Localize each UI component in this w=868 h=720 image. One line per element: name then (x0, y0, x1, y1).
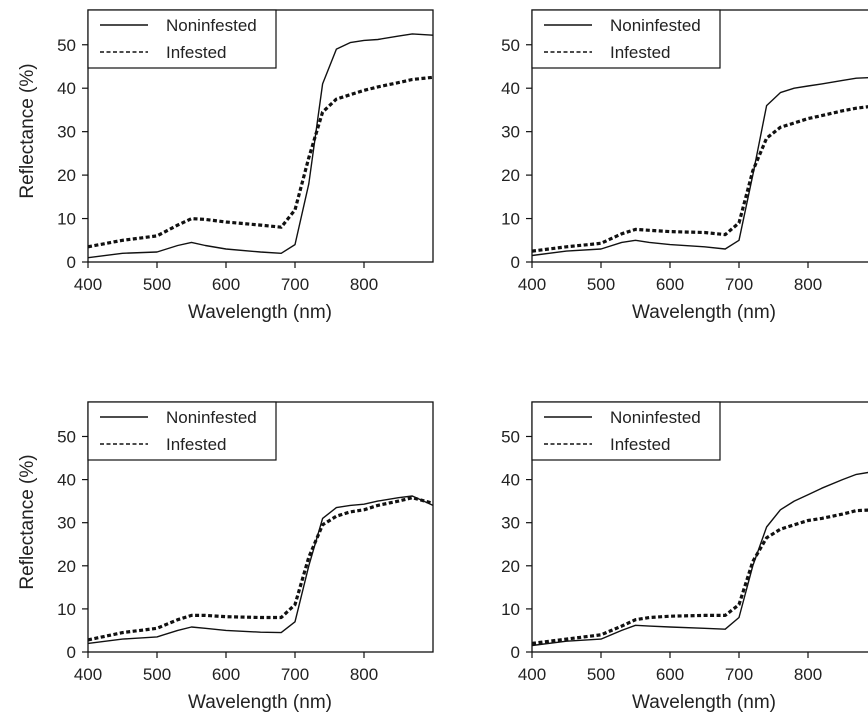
x-tick-label: 600 (212, 275, 240, 294)
y-tick-label: 20 (501, 166, 520, 185)
legend-box (531, 9, 721, 69)
x-tick-label: 500 (587, 275, 615, 294)
y-axis-label: Reflectance (%) (17, 63, 38, 198)
legend: Noninfested Infested (531, 401, 721, 461)
y-tick-label: 0 (67, 643, 76, 662)
x-tick-label: 400 (518, 665, 546, 684)
chart-panel-3: 400 500 600 700 800 0 10 20 30 40 50 Wavelength (nm… (17, 401, 434, 713)
y-tick-label: 30 (57, 514, 76, 533)
y-tick-label: 20 (57, 557, 76, 576)
series-line-noninfested (88, 495, 433, 645)
x-axis-label: Wavelength (nm) (188, 692, 332, 713)
series-line-noninfested (88, 33, 433, 259)
y-tick-label: 30 (57, 123, 76, 142)
legend: Noninfested Infested (531, 9, 721, 69)
x-tick-label: 800 (350, 665, 378, 684)
chart-panel-1: 400 500 600 700 800 0 10 20 30 40 50 Wavelength (nm… (17, 9, 434, 323)
legend-label-infested: Infested (166, 435, 227, 454)
y-tick-label: 50 (57, 36, 76, 55)
x-tick-label: 800 (794, 665, 822, 684)
series-line-noninfested (532, 76, 868, 257)
x-axis-label: Wavelength (nm) (632, 692, 776, 713)
legend-label-infested: Infested (166, 43, 227, 62)
y-tick-label: 10 (501, 600, 520, 619)
x-tick-label: 800 (350, 275, 378, 294)
y-tick-label: 40 (57, 79, 76, 98)
x-axis-label: Wavelength (nm) (188, 302, 332, 323)
y-tick-label: 40 (57, 471, 76, 490)
y-tick-label: 0 (511, 643, 520, 662)
x-tick-label: 400 (518, 275, 546, 294)
legend: Noninfested Infested (87, 401, 277, 461)
y-tick-label: 40 (501, 79, 520, 98)
x-tick-label: 600 (656, 665, 684, 684)
series-line-infested (88, 496, 433, 642)
y-tick-label: 50 (57, 427, 76, 446)
y-tick-label: 40 (501, 471, 520, 490)
series-line-infested (532, 105, 868, 253)
y-tick-label: 0 (511, 253, 520, 272)
y-tick-label: 50 (501, 427, 520, 446)
x-tick-label: 600 (212, 665, 240, 684)
chart-panel-4: 400 500 600 700 800 0 10 20 30 40 50 Wavelength (nm… (501, 401, 868, 713)
y-tick-label: 10 (57, 210, 76, 229)
y-tick-label: 20 (501, 557, 520, 576)
y-tick-label: 50 (501, 36, 520, 55)
y-tick-label: 10 (501, 210, 520, 229)
legend-label-noninfested: Noninfested (166, 16, 257, 35)
x-tick-label: 500 (143, 275, 171, 294)
legend-label-noninfested: Noninfested (610, 16, 701, 35)
x-tick-label: 800 (794, 275, 822, 294)
legend: Noninfested Infested (87, 9, 277, 69)
x-tick-label: 700 (281, 665, 309, 684)
x-tick-label: 400 (74, 275, 102, 294)
x-axis-label: Wavelength (nm) (632, 302, 776, 323)
y-tick-label: 30 (501, 514, 520, 533)
series-line-noninfested (532, 471, 868, 647)
x-tick-label: 700 (725, 275, 753, 294)
x-tick-label: 700 (725, 665, 753, 684)
legend-label-infested: Infested (610, 435, 671, 454)
x-tick-label: 700 (281, 275, 309, 294)
x-tick-label: 500 (143, 665, 171, 684)
x-tick-label: 500 (587, 665, 615, 684)
chart-panel-2: 400 500 600 700 800 0 10 20 30 40 50 Wavelength (nm… (501, 9, 868, 323)
y-tick-label: 10 (57, 600, 76, 619)
legend-label-infested: Infested (610, 43, 671, 62)
legend-box (87, 9, 277, 69)
y-tick-label: 30 (501, 123, 520, 142)
series-line-infested (88, 75, 433, 249)
legend-label-noninfested: Noninfested (610, 408, 701, 427)
x-tick-label: 400 (74, 665, 102, 684)
legend-box (531, 401, 721, 461)
x-tick-label: 600 (656, 275, 684, 294)
y-tick-label: 20 (57, 166, 76, 185)
legend-label-noninfested: Noninfested (166, 408, 257, 427)
series-line-infested (532, 508, 868, 645)
legend-box (87, 401, 277, 461)
y-axis-label: Reflectance (%) (17, 454, 38, 589)
y-tick-label: 0 (67, 253, 76, 272)
